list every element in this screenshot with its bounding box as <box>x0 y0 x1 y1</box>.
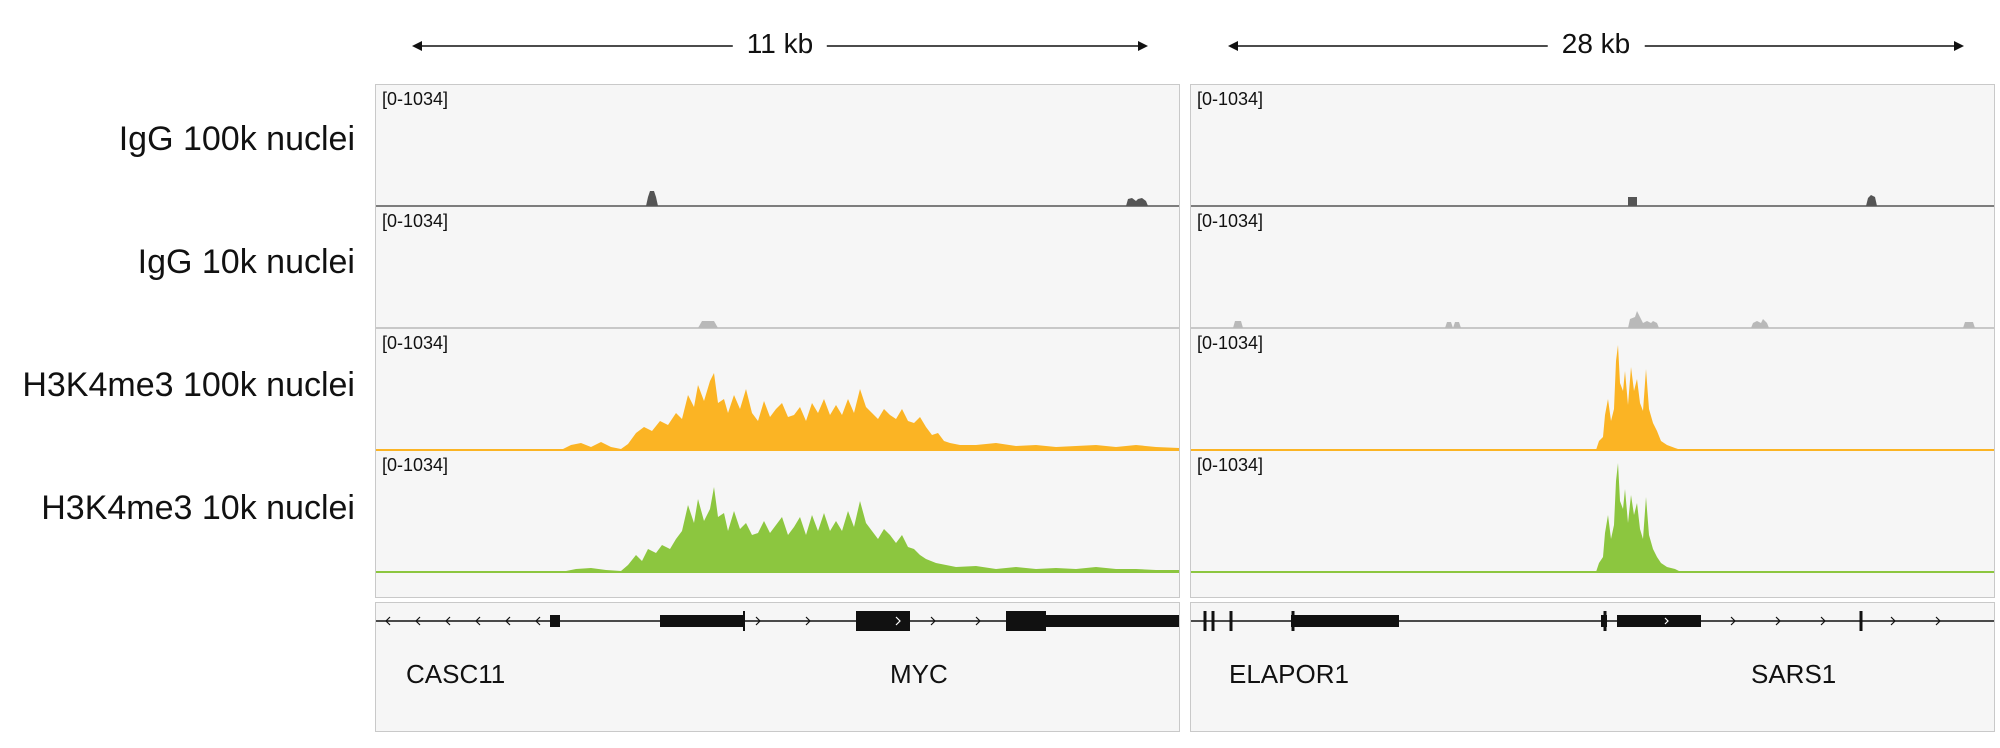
scale-label-left: 11 kb <box>732 28 828 60</box>
gene-name-elapor1: ELAPOR1 <box>1229 659 1349 689</box>
track-right-igg-10k: [0-1034] <box>1191 207 1994 329</box>
signal-left-h3k4me3-100k <box>376 373 1179 451</box>
gene-model-left <box>376 611 1179 631</box>
gene-name-myc: MYC <box>890 659 948 689</box>
track-left-igg-100k: [0-1034] <box>376 85 1179 207</box>
signal-left-igg-10k <box>376 321 1179 329</box>
range-label: [0-1034] <box>382 89 449 109</box>
range-label: [0-1034] <box>382 333 449 353</box>
signal-right-igg-100k <box>1191 195 1994 207</box>
range-label: [0-1034] <box>382 211 449 231</box>
signal-right-h3k4me3-100k <box>1191 345 1994 451</box>
range-label: [0-1034] <box>382 455 449 475</box>
track-label-h3k4me3-10k: H3K4me3 10k nuclei <box>41 489 355 527</box>
track-right-h3k4me3-100k: [0-1034] <box>1191 329 1994 451</box>
track-left-igg-10k: [0-1034] <box>376 207 1179 329</box>
track-right-h3k4me3-10k: [0-1034] <box>1191 451 1994 573</box>
gene-panel-right: ELAPOR1 SARS1 <box>1190 602 1995 732</box>
gene-panel-left: CASC11 MYC <box>375 602 1180 732</box>
track-left-h3k4me3-100k: [0-1034] <box>376 329 1179 451</box>
range-label: [0-1034] <box>1197 89 1264 109</box>
gene-name-sars1: SARS1 <box>1751 659 1837 689</box>
gene-name-casc11: CASC11 <box>406 659 506 689</box>
track-label-h3k4me3-100k: H3K4me3 100k nuclei <box>22 366 355 404</box>
track-right-igg-100k: [0-1034] <box>1191 85 1994 207</box>
scale-bar-right: 28 kb <box>1226 22 1966 70</box>
scale-bar-left: 11 kb <box>410 22 1150 70</box>
signal-right-igg-10k <box>1191 311 1994 329</box>
signal-panel-right: [0-1034] [0-1034] [0-1034] [0-1034] <box>1190 84 1995 598</box>
track-label-igg-100k: IgG 100k nuclei <box>118 120 355 158</box>
signal-right-h3k4me3-10k <box>1191 463 1994 573</box>
signal-panel-left: [0-1034] [0-1034] [0-1034] [0-1034] <box>375 84 1180 598</box>
gene-model-right <box>1191 611 1994 631</box>
range-label: [0-1034] <box>1197 333 1264 353</box>
scale-label-right: 28 kb <box>1547 28 1645 60</box>
range-label: [0-1034] <box>1197 211 1264 231</box>
signal-left-h3k4me3-10k <box>376 487 1179 573</box>
range-label: [0-1034] <box>1197 455 1264 475</box>
track-left-h3k4me3-10k: [0-1034] <box>376 451 1179 573</box>
signal-left-igg-100k <box>376 191 1179 207</box>
track-label-igg-10k: IgG 10k nuclei <box>137 243 355 281</box>
